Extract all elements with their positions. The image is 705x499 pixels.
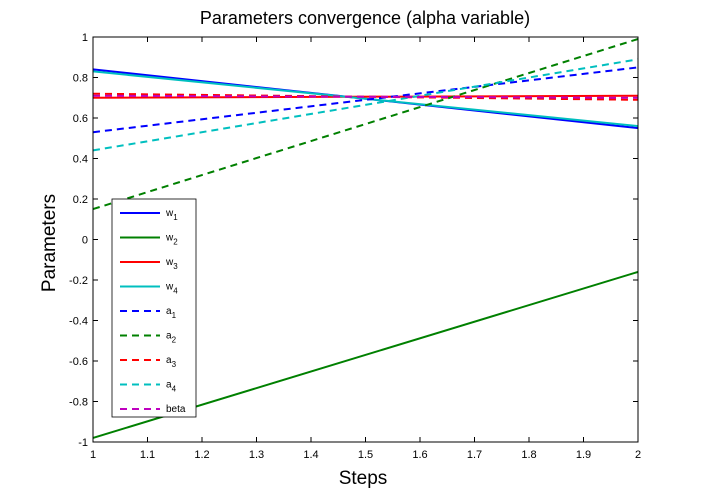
y-tick-label: -0.2 [69,275,88,287]
series-line-w3 [92,94,639,99]
y-tick-label: -0.6 [69,356,88,368]
series-line-w4 [92,70,639,128]
ticks-layer: 1 1.1 1.2 1.3 1.4 1.5 1.6 1.7 1.8 1.9 2 -1 -0.8 -0.6 -… [69,32,641,461]
x-tick-label: 1.6 [412,449,427,461]
legend-label-a3: a3 [166,355,177,369]
y-tick-label: -0.4 [69,316,88,328]
y-tick-label: 1 [82,32,88,44]
series-line-a4 [92,58,639,152]
y-axis-label: Parameters [39,194,60,292]
x-tick-label: 1.1 [140,449,155,461]
x-tick-label: 2 [635,449,641,461]
x-tick-label: 1.7 [467,449,482,461]
series-line-a1 [92,66,639,134]
x-tick-label: 1.5 [358,449,373,461]
legend-box [111,198,197,418]
y-tick-label: 0.6 [73,113,88,125]
y-tick-label: -1 [78,437,88,449]
chart-title: Parameters convergence (alpha variable) [200,8,530,28]
series-line-beta [92,94,639,99]
x-axis-label: Steps [339,468,388,489]
y-tick-label: 0.4 [73,154,88,166]
x-tick-label: 1.2 [194,449,209,461]
y-tick-label: 0.2 [73,194,88,206]
x-tick-label: 1 [90,449,96,461]
x-tick-label: 1.3 [249,449,264,461]
legend-label-beta: beta [166,404,186,415]
x-tick-label: 1.8 [521,449,536,461]
series-line-a3 [92,92,639,101]
x-tick-label: 1.9 [576,449,591,461]
x-tick-label: 1.4 [303,449,318,461]
legend-label-a1: a1 [166,306,177,320]
legend-label-a4: a4 [166,380,177,394]
legend-label-a2: a2 [166,331,177,345]
y-tick-label: 0.8 [73,73,88,85]
y-tick-label: -0.8 [69,397,88,409]
y-tick-label: 0 [82,235,88,247]
